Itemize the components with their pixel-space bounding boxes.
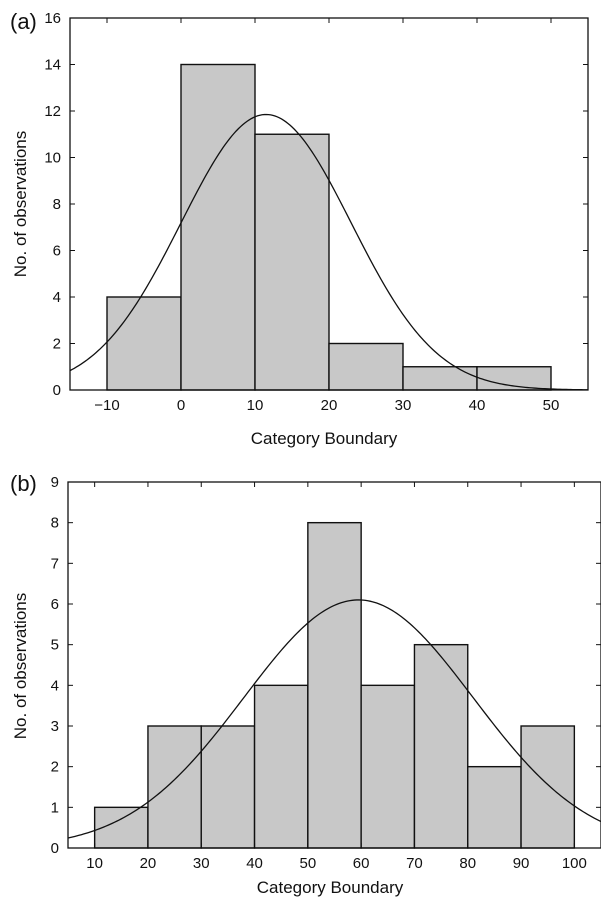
y-tick-label: 12 — [44, 103, 61, 120]
normal-fit-curve — [67, 599, 601, 839]
y-tick-label: 7 — [51, 555, 59, 572]
x-tick-label: 50 — [543, 397, 560, 414]
y-tick-label: 2 — [53, 336, 61, 353]
x-axis-label: Category Boundary — [257, 878, 404, 897]
x-tick-label: 90 — [513, 855, 530, 872]
tick-labels: −10 0 10 20 30 40 50 0 2 4 6 8 10 12 14 16 — [44, 10, 559, 414]
normal-fit-curve — [69, 113, 589, 391]
x-tick-label: 20 — [140, 855, 157, 872]
x-tick-label: 0 — [177, 397, 185, 414]
y-tick-label: 8 — [51, 515, 59, 532]
bars — [93, 521, 576, 849]
histogram-bar — [328, 342, 404, 391]
x-tick-label: 40 — [469, 397, 486, 414]
x-tick-label: 70 — [406, 855, 423, 872]
histogram-panel-a: (a) Category Boundary No. of observation… — [10, 9, 589, 448]
histogram-bar — [147, 725, 202, 849]
y-tick-label: 14 — [44, 57, 61, 74]
y-tick-label: 2 — [51, 759, 59, 776]
histogram-bar — [413, 643, 469, 849]
y-tick-label: 10 — [44, 150, 61, 167]
x-tick-label: 60 — [353, 855, 370, 872]
x-tick-label: 30 — [193, 855, 210, 872]
plot-frame — [67, 481, 601, 849]
y-tick-label: 1 — [51, 799, 59, 816]
histogram-bar — [200, 725, 256, 849]
bars — [106, 63, 552, 391]
x-tick-label: 10 — [86, 855, 103, 872]
x-tick-label: 50 — [300, 855, 317, 872]
histogram-bar — [520, 725, 576, 849]
histogram-bar — [402, 366, 478, 391]
x-tick-label: 40 — [246, 855, 263, 872]
histogram-bar — [106, 296, 182, 391]
histogram-bar — [360, 684, 416, 849]
y-tick-label: 9 — [51, 474, 59, 491]
y-tick-label: 4 — [53, 289, 61, 306]
y-tick-label: 3 — [51, 718, 59, 735]
x-tick-label: 80 — [459, 855, 476, 872]
x-tick-label: 30 — [395, 397, 412, 414]
ticks — [70, 17, 588, 391]
y-tick-label: 0 — [53, 382, 61, 399]
y-tick-label: 5 — [51, 637, 59, 654]
y-tick-label: 6 — [51, 596, 59, 613]
x-axis-label: Category Boundary — [251, 429, 398, 448]
panel-label: (b) — [10, 471, 37, 496]
y-axis-label: No. of observations — [11, 593, 30, 739]
histogram-bar — [254, 133, 330, 391]
x-tick-label: −10 — [94, 397, 119, 414]
histogram-bar — [180, 63, 256, 391]
histogram-bar — [253, 684, 309, 849]
panel-label: (a) — [10, 9, 37, 34]
histogram-panel-b: (b) Category Boundary No. of observation… — [10, 471, 601, 897]
y-axis-label: No. of observations — [11, 131, 30, 277]
y-tick-label: 8 — [53, 196, 61, 213]
tick-labels: 10 20 30 40 50 60 70 80 90 100 0 1 2 3 4 5 6 7 8 9 — [51, 474, 587, 872]
y-tick-label: 4 — [51, 677, 59, 694]
x-tick-label: 10 — [247, 397, 264, 414]
histogram-bar — [307, 521, 362, 849]
x-tick-label: 20 — [321, 397, 338, 414]
ticks — [68, 481, 601, 849]
y-tick-label: 0 — [51, 840, 59, 857]
histogram-bar — [467, 765, 522, 849]
y-tick-label: 16 — [44, 10, 61, 27]
y-tick-label: 6 — [53, 243, 61, 260]
x-tick-label: 100 — [562, 855, 587, 872]
